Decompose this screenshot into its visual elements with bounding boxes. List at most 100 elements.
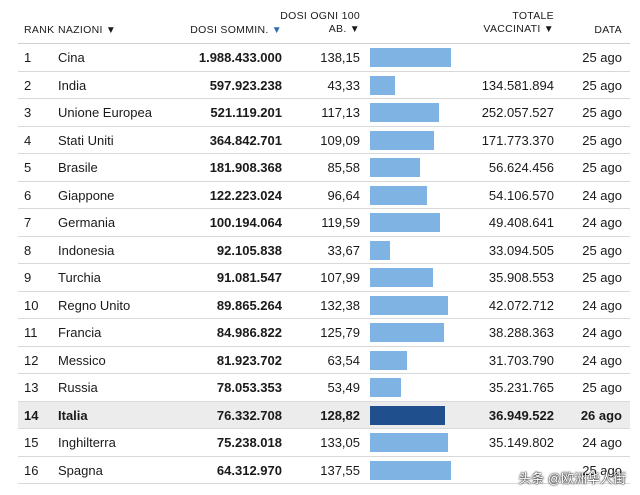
doses-per-100-bar <box>370 103 439 122</box>
row-divider <box>18 235 630 237</box>
rank-cell: 3 <box>24 105 32 120</box>
header-data[interactable]: DATA <box>594 24 622 37</box>
nation-cell: Indonesia <box>58 242 115 258</box>
total-vaccinated-cell: 171.773.370 <box>481 132 554 148</box>
doses-cell: 89.865.264 <box>216 297 282 313</box>
table-row[interactable]: 3 Unione Europea 521.119.201 117,13 252.057.… <box>0 99 640 127</box>
doses-per-100-bar <box>370 433 448 452</box>
total-vaccinated-cell: 56.624.456 <box>488 160 554 175</box>
nation-cell: Stati Uniti <box>58 132 114 148</box>
header-divider <box>18 43 630 44</box>
header-totale-line2: VACCINATI <box>483 23 541 35</box>
table-row[interactable]: 5 Brasile 181.908.368 85,58 56.624.456 25 ago <box>0 154 640 182</box>
nation-cell: Regno Unito <box>58 297 131 313</box>
date-cell: 25 ago <box>582 270 622 285</box>
date-cell: 25 ago <box>582 462 622 478</box>
row-divider <box>18 70 630 72</box>
date-cell: 25 ago <box>582 242 622 258</box>
rank-cell: 2 <box>24 77 32 93</box>
doses-per-100-bar <box>370 75 395 95</box>
table-row[interactable]: 2 India 597.923.238 43,33 134.581.894 25 ago <box>0 72 640 99</box>
total-vaccinated-cell: 38.288.363 <box>488 325 554 340</box>
nation-cell: Inghilterra <box>58 435 116 450</box>
rank-cell: 5 <box>24 160 32 175</box>
sort-arrow-icon: ▼ <box>543 24 554 35</box>
table-row[interactable]: 16 Spagna 64.312.970 137,55 25 ago <box>0 457 640 484</box>
row-divider <box>18 483 630 484</box>
doses-per-100-bar <box>370 460 451 480</box>
header-totale-vaccinati[interactable]: TOTALE VACCINATI ▼ <box>483 10 554 36</box>
doses-cell: 78.053.353 <box>216 380 282 395</box>
table-row[interactable]: 7 Germania 100.194.064 119,59 49.408.641 24 a… <box>0 209 640 237</box>
header-nazioni-label: NAZIONI <box>58 24 103 36</box>
table-row[interactable]: 15 Inghilterra 75.238.018 133,05 35.149.802 2… <box>0 429 640 457</box>
header-per100-line2: AB. <box>328 23 347 35</box>
row-divider <box>18 400 630 402</box>
table-row[interactable]: 10 Regno Unito 89.865.264 132,38 42.072.712 2… <box>0 292 640 319</box>
table-row[interactable]: 13 Russia 78.053.353 53,49 35.231.765 25 ago <box>0 374 640 402</box>
rank-cell: 16 <box>24 462 39 478</box>
total-vaccinated-cell: 35.149.802 <box>488 435 554 450</box>
sort-arrow-active-icon: ▼ <box>271 25 282 36</box>
date-cell: 25 ago <box>582 77 622 93</box>
table-row[interactable]: 4 Stati Uniti 364.842.701 109,09 171.773.370… <box>0 127 640 154</box>
header-data-label: DATA <box>594 24 622 36</box>
table-row[interactable]: 1 Cina 1.988.433.000 138,15 25 ago <box>0 44 640 72</box>
date-cell: 24 ago <box>582 187 622 203</box>
table-row[interactable]: 14 Italia 76.332.708 128,82 36.949.522 26 ago <box>0 401 640 429</box>
rank-cell: 7 <box>24 215 32 230</box>
doses-per-100-cell: 128,82 <box>320 407 360 423</box>
doses-cell: 364.842.701 <box>209 132 282 148</box>
nation-cell: Francia <box>58 325 102 340</box>
doses-cell: 76.332.708 <box>216 407 282 423</box>
rank-cell: 11 <box>24 325 38 340</box>
header-totale-line1: TOTALE <box>512 10 554 22</box>
date-cell: 25 ago <box>582 380 622 395</box>
doses-cell: 84.986.822 <box>216 325 282 340</box>
row-divider <box>18 125 630 127</box>
nation-cell: Spagna <box>58 462 103 478</box>
doses-cell: 122.223.024 <box>209 187 282 203</box>
doses-cell: 181.908.368 <box>209 160 282 175</box>
doses-per-100-bar <box>370 378 401 397</box>
date-cell: 24 ago <box>582 435 622 450</box>
date-cell: 24 ago <box>582 352 622 368</box>
total-vaccinated-cell: 31.703.790 <box>488 352 554 368</box>
header-dosi-per-100[interactable]: DOSI OGNI 100 AB. ▼ <box>280 10 360 36</box>
header-rank[interactable]: RANK <box>24 24 54 37</box>
table-row[interactable]: 12 Messico 81.923.702 63,54 31.703.790 24 ago <box>0 347 640 374</box>
date-cell: 25 ago <box>582 160 622 175</box>
doses-per-100-cell: 53,49 <box>327 380 360 395</box>
doses-per-100-bar <box>370 240 390 260</box>
date-cell: 25 ago <box>582 132 622 148</box>
doses-per-100-bar <box>370 130 434 150</box>
doses-per-100-cell: 119,59 <box>321 215 360 230</box>
row-divider <box>18 318 630 319</box>
doses-per-100-bar <box>370 158 420 177</box>
row-divider <box>18 455 630 457</box>
row-divider <box>18 345 630 347</box>
table-row[interactable]: 11 Francia 84.986.822 125,79 38.288.363 24 ag… <box>0 319 640 347</box>
doses-cell: 521.119.201 <box>210 105 282 120</box>
doses-cell: 92.105.838 <box>216 242 282 258</box>
doses-cell: 75.238.018 <box>216 435 282 450</box>
table-row[interactable]: 9 Turchia 91.081.547 107,99 35.908.553 25 ago <box>0 264 640 292</box>
total-vaccinated-cell: 36.949.522 <box>488 407 554 423</box>
total-vaccinated-cell: 35.908.553 <box>488 270 554 285</box>
row-divider <box>18 290 630 292</box>
row-divider <box>18 98 630 99</box>
header-nazioni[interactable]: NAZIONI ▼ <box>58 24 116 37</box>
header-per100-line1: DOSI OGNI 100 <box>280 10 360 22</box>
doses-per-100-bar <box>370 185 427 205</box>
total-vaccinated-cell: 42.072.712 <box>488 297 554 313</box>
table-row[interactable]: 6 Giappone 122.223.024 96,64 54.106.570 24 ag… <box>0 182 640 209</box>
doses-per-100-cell: 33,67 <box>327 242 360 258</box>
header-dosi-sommin[interactable]: DOSI SOMMIN. ▼ <box>190 24 282 37</box>
sort-arrow-icon: ▼ <box>105 25 117 36</box>
doses-per-100-cell: 125,79 <box>320 325 360 340</box>
table-row[interactable]: 8 Indonesia 92.105.838 33,67 33.094.505 25 ag… <box>0 237 640 264</box>
total-vaccinated-cell: 252.057.527 <box>481 105 554 120</box>
watermark: 头条 @欧洲华人街 <box>518 471 626 486</box>
doses-per-100-cell: 137,55 <box>320 462 360 478</box>
row-highlight-background <box>18 401 630 429</box>
